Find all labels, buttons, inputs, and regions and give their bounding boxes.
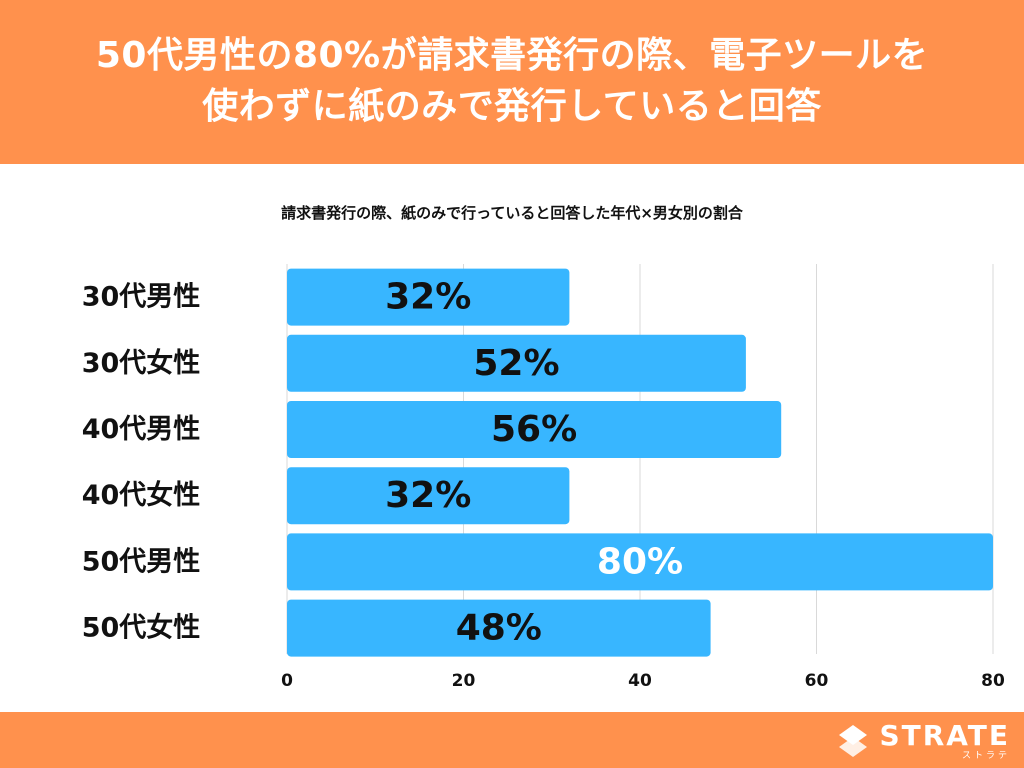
data-label: 48% xyxy=(456,608,542,649)
strate-logo-icon xyxy=(839,725,868,757)
data-label: 32% xyxy=(385,277,471,318)
x-tick-label: 0 xyxy=(281,671,293,691)
category-label: 30代女性 xyxy=(82,347,201,379)
brand-name: STRATE xyxy=(879,718,1010,752)
headline: 50代男性の80%が請求書発行の際、電子ツールを 使わずに紙のみで発行していると… xyxy=(0,30,1024,132)
x-tick-label: 40 xyxy=(628,671,652,691)
x-tick-label: 60 xyxy=(805,671,829,691)
category-label: 30代男性 xyxy=(82,282,201,313)
category-label: 50代女性 xyxy=(82,612,201,644)
data-label: 52% xyxy=(473,343,559,384)
x-tick-label: 20 xyxy=(452,671,476,691)
bar-chart: 0 20 40 60 80 30代男性 32% 30代女性 52% 40代男性 56% 40代女性 32… xyxy=(82,264,1005,691)
bar xyxy=(287,599,711,657)
header-banner: 50代男性の80%が請求書発行の際、電子ツールを 使わずに紙のみで発行していると… xyxy=(0,0,1024,164)
x-tick-label: 80 xyxy=(981,671,1005,691)
brand-kana: ストラテ xyxy=(961,750,1010,761)
category-label: 40代男性 xyxy=(82,414,201,445)
data-label: 32% xyxy=(385,475,471,516)
data-label: 56% xyxy=(491,409,577,450)
bar xyxy=(287,334,746,392)
footer-banner: STRATE ストラテ xyxy=(0,712,1024,768)
data-label: 80% xyxy=(597,541,683,582)
headline-line-1: 50代男性の80%が請求書発行の際、電子ツールを xyxy=(95,35,929,76)
strate-logo: STRATE ストラテ xyxy=(833,719,1010,763)
category-label: 50代男性 xyxy=(82,546,201,577)
bar xyxy=(287,533,993,591)
chart-title: 請求書発行の際、紙のみで行っていると回答した年代×男女別の割合 xyxy=(281,204,743,222)
bar xyxy=(287,401,782,458)
bar xyxy=(287,467,570,525)
bar xyxy=(287,268,570,326)
headline-line-2: 使わずに紙のみで発行していると回答 xyxy=(202,86,822,127)
category-label: 40代女性 xyxy=(82,479,201,511)
